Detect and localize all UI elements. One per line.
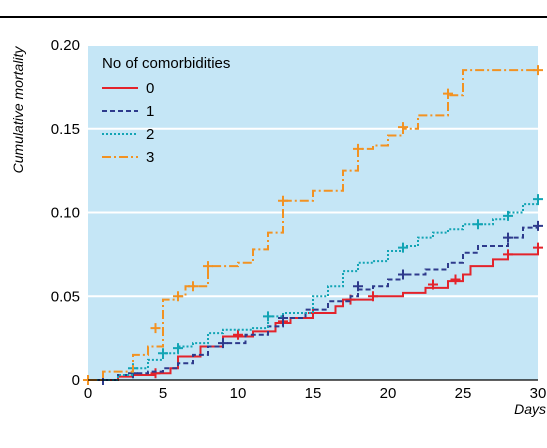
censor-mark [203, 261, 213, 272]
x-tick-labels: 0 5 10 15 20 25 30 [84, 385, 547, 402]
censor-mark [533, 65, 543, 76]
censor-mark [503, 249, 513, 260]
series-line [88, 69, 538, 381]
censor-mark [533, 242, 543, 253]
series-line [88, 225, 539, 381]
censor-mark [368, 291, 378, 302]
censor-mark [233, 329, 243, 340]
y-axis-label: Cumulative mortality [10, 46, 26, 174]
x-axis-label: Days [514, 401, 546, 417]
x-tick-label: 15 [305, 385, 322, 402]
y-tick-label: 0.10 [51, 205, 80, 222]
censor-mark [150, 323, 161, 334]
censor-mark [158, 348, 168, 359]
x-tick-label: 0 [84, 385, 92, 402]
censor-mark [443, 88, 453, 99]
censor-mark [353, 143, 363, 154]
censor-mark [398, 242, 408, 253]
legend-label: 1 [146, 103, 154, 120]
censor-mark [278, 195, 288, 206]
x-tick-label: 10 [230, 385, 247, 402]
censor-mark [263, 311, 273, 322]
legend: No of comorbidities 0 1 2 3 [102, 55, 230, 166]
series-2 [88, 194, 543, 381]
censor-mark [398, 269, 408, 280]
censor-mark [450, 274, 461, 285]
y-tick-label: 0.05 [51, 288, 80, 305]
censor-mark [218, 338, 228, 349]
legend-entries: 0 1 2 3 [102, 80, 154, 166]
censor-mark [398, 122, 408, 133]
y-tick-labels: 0 0.05 0.10 0.15 0.20 [51, 37, 80, 389]
y-tick-label: 0.15 [51, 121, 80, 138]
y-tick-label: 0.20 [51, 37, 80, 54]
censor-mark [428, 279, 438, 290]
x-tick-label: 30 [530, 385, 547, 402]
x-tick-label: 25 [455, 385, 472, 402]
censor-mark [503, 232, 513, 243]
legend-label: 3 [146, 149, 154, 166]
censor-mark [533, 194, 543, 205]
x-tick-label: 5 [159, 385, 167, 402]
series-layer [83, 65, 543, 385]
legend-label: 2 [146, 126, 154, 143]
y-tick-label: 0 [72, 372, 80, 389]
censor-mark [173, 343, 183, 354]
censor-mark [473, 219, 483, 230]
legend-title: No of comorbidities [102, 55, 230, 72]
legend-label: 0 [146, 80, 154, 97]
censor-mark [173, 291, 183, 302]
censor-mark [353, 281, 363, 292]
censor-mark [503, 210, 513, 221]
censor-mark [533, 220, 543, 231]
censor-mark [188, 281, 198, 292]
censor-mark [150, 368, 161, 379]
x-tick-label: 20 [380, 385, 397, 402]
